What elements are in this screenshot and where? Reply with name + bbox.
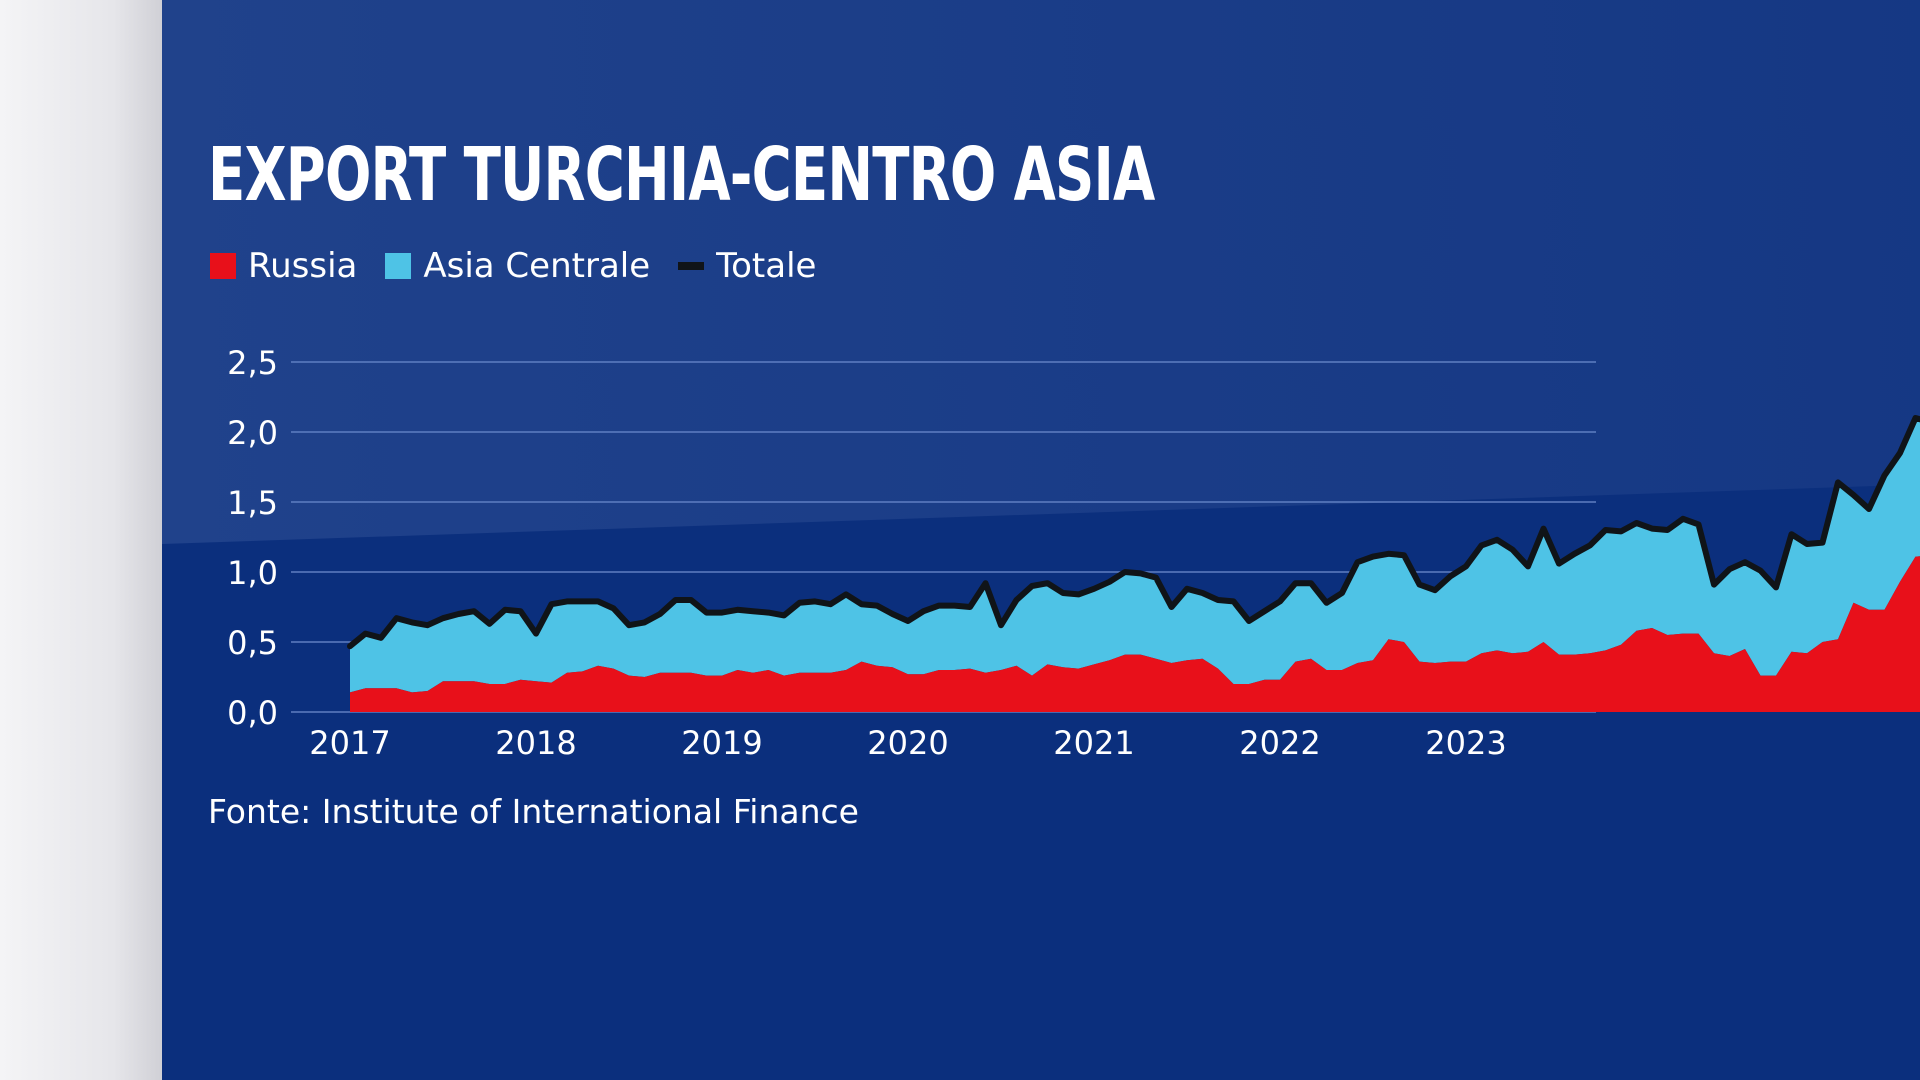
chart-title: EXPORT TURCHIA-CENTRO ASIA [208, 132, 1155, 218]
x-tick-label-2022: 2022 [1239, 724, 1320, 762]
line-totale [347, 415, 1920, 650]
y-tick-label-5: 2,5 [227, 344, 278, 382]
background-band [162, 0, 1920, 544]
side-panel [0, 0, 162, 1080]
y-tick-label-2: 1,0 [227, 554, 278, 592]
legend-swatch-asia-centrale [385, 253, 412, 279]
legend-item-russia: Russia [210, 246, 357, 286]
legend-label-totale: Totale [716, 246, 817, 286]
y-tick-label-0: 0,0 [227, 694, 278, 732]
y-tick-label-3: 1,5 [227, 484, 278, 522]
legend-item-asia-centrale: Asia Centrale [385, 246, 650, 286]
x-tick-label-2020: 2020 [867, 724, 948, 762]
x-tick-label-2019: 2019 [681, 724, 762, 762]
legend-label-asia-centrale: Asia Centrale [423, 246, 651, 286]
x-tick-label-2021: 2021 [1053, 724, 1134, 762]
legend-swatch-totale [678, 262, 705, 270]
legend-item-totale: Totale [678, 246, 816, 286]
area-chart: 0,0 0,5 1,0 1,5 2,0 2,5 2017 2018 2019 2020 2021 20… [227, 344, 1920, 762]
chart-legend: Russia Asia Centrale Totale [210, 246, 844, 286]
x-tick-label-2017: 2017 [309, 724, 390, 762]
legend-swatch-russia [210, 253, 236, 279]
y-tick-label-1: 0,5 [227, 624, 278, 662]
area-asia-centrale [350, 418, 1920, 693]
main-panel: EXPORT TURCHIA-CENTRO ASIA Russia Asia C… [162, 0, 1920, 1080]
legend-label-russia: Russia [248, 246, 358, 286]
x-tick-label-2023: 2023 [1425, 724, 1506, 762]
area-russia [350, 556, 1920, 712]
source-note: Fonte: Institute of International Financ… [208, 792, 859, 831]
y-tick-label-4: 2,0 [227, 414, 278, 452]
x-tick-label-2018: 2018 [495, 724, 576, 762]
